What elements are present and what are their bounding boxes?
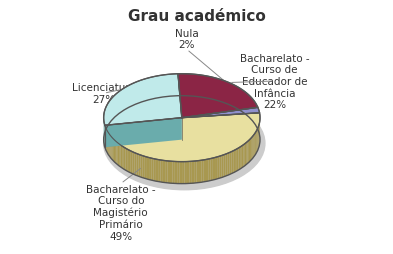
Polygon shape [141,155,143,178]
Polygon shape [160,160,163,183]
Polygon shape [251,137,252,160]
Polygon shape [143,156,145,179]
Polygon shape [252,136,253,159]
Polygon shape [178,74,258,118]
Polygon shape [248,141,249,164]
Polygon shape [185,162,187,184]
Polygon shape [163,161,165,183]
Polygon shape [151,158,154,181]
Polygon shape [246,142,248,165]
Polygon shape [154,159,156,181]
Polygon shape [255,132,256,155]
Polygon shape [182,108,259,118]
Polygon shape [106,129,107,152]
Polygon shape [136,154,138,177]
Ellipse shape [104,98,265,190]
Polygon shape [254,133,255,156]
Text: Bacharelato -
Curso de
Educador de
Infância
22%: Bacharelato - Curso de Educador de Infân… [240,54,310,110]
Polygon shape [189,162,192,184]
Polygon shape [110,136,112,159]
Polygon shape [199,161,201,183]
Polygon shape [165,161,167,183]
Polygon shape [219,156,222,179]
Polygon shape [113,139,114,162]
Polygon shape [237,148,239,171]
Polygon shape [105,118,182,148]
Text: Grau académico: Grau académico [128,9,265,24]
Polygon shape [196,161,199,183]
Polygon shape [114,140,115,163]
Polygon shape [104,74,182,126]
Polygon shape [105,113,260,162]
Polygon shape [187,162,189,184]
Polygon shape [109,134,110,157]
Polygon shape [213,158,215,180]
Polygon shape [108,132,109,155]
Polygon shape [239,147,240,170]
Polygon shape [158,160,160,182]
Polygon shape [134,153,136,176]
Text: Bacharelato -
Curso do
Magistério
Primário
49%: Bacharelato - Curso do Magistério Primár… [86,184,156,241]
Polygon shape [249,140,250,163]
Polygon shape [118,143,119,166]
Polygon shape [231,151,233,174]
Polygon shape [107,131,108,154]
Polygon shape [192,162,194,184]
Polygon shape [105,118,182,148]
Polygon shape [167,161,170,183]
Polygon shape [243,144,245,167]
Polygon shape [119,144,121,167]
Polygon shape [222,155,224,178]
Polygon shape [147,157,149,180]
Polygon shape [180,162,182,184]
Polygon shape [132,152,134,175]
Text: Licenciatura
27%: Licenciatura 27% [72,83,136,105]
Polygon shape [253,135,254,158]
Text: Nula
2%: Nula 2% [175,28,198,50]
Polygon shape [257,128,258,151]
Polygon shape [228,153,230,176]
Polygon shape [233,150,235,173]
Polygon shape [129,150,131,173]
Polygon shape [149,158,151,180]
Polygon shape [125,149,127,171]
Polygon shape [242,145,243,168]
Polygon shape [127,150,129,172]
Polygon shape [138,155,141,177]
Polygon shape [124,148,125,170]
Polygon shape [182,162,185,184]
Polygon shape [258,127,259,150]
Polygon shape [112,137,113,161]
Polygon shape [194,161,196,183]
Polygon shape [226,154,228,176]
Polygon shape [256,131,257,154]
Polygon shape [201,160,204,183]
Polygon shape [115,141,116,164]
Polygon shape [131,151,132,174]
Polygon shape [177,162,180,184]
Polygon shape [121,146,122,168]
Polygon shape [245,143,246,166]
Polygon shape [175,162,177,184]
Polygon shape [105,127,106,150]
Polygon shape [250,138,251,162]
Polygon shape [208,159,211,181]
Polygon shape [206,160,208,182]
Polygon shape [211,158,213,181]
Polygon shape [224,154,226,177]
Polygon shape [173,162,175,184]
Polygon shape [215,157,217,180]
Polygon shape [235,149,237,172]
Polygon shape [156,160,158,182]
Polygon shape [217,157,219,179]
Polygon shape [204,160,206,182]
Polygon shape [240,146,242,169]
Polygon shape [122,147,124,169]
Polygon shape [116,142,118,165]
Polygon shape [145,157,147,179]
Polygon shape [170,162,173,184]
Polygon shape [230,152,231,175]
